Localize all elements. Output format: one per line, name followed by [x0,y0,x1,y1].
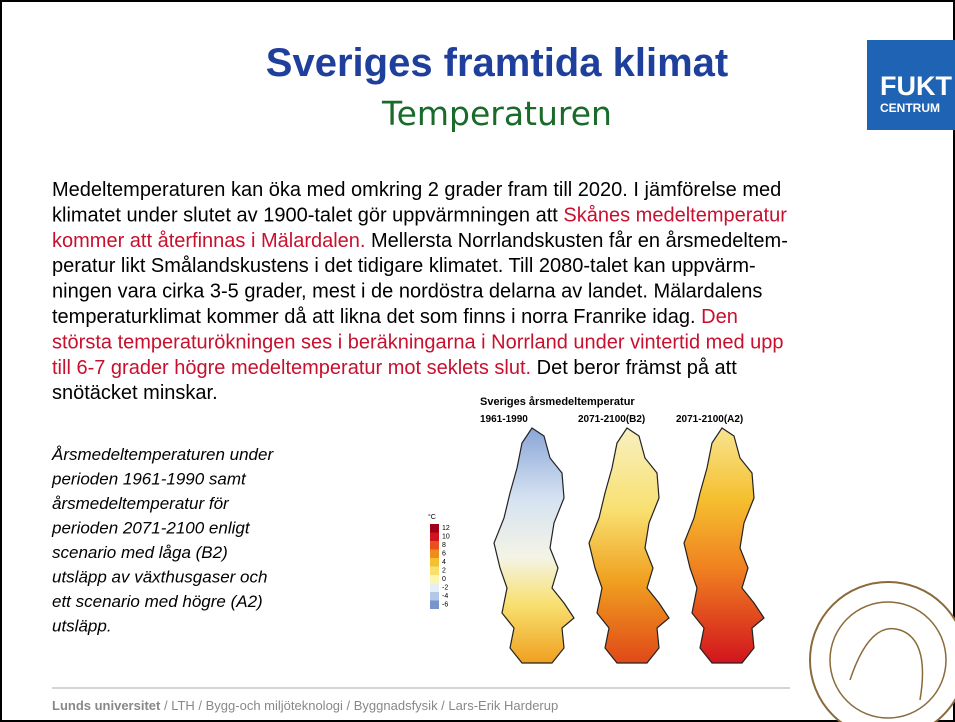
legend-label: -4 [442,593,448,600]
legend-swatch [430,575,439,584]
seal [809,581,955,722]
text-span: temperaturklimat kommer då att likna det… [52,306,701,328]
footer-path: / LTH / Bygg-och miljöteknologi / Byggna… [160,698,558,713]
text-span: peratur likt Smålandskustens i det tidig… [52,255,756,277]
footer-institution: Lunds universitet [52,698,161,713]
legend-swatch [430,558,439,567]
caption-line: utsläpp. [52,617,112,636]
legend-label: -6 [442,602,448,609]
body-line: ningen vara cirka 3-5 grader, mest i de … [52,281,762,303]
body-line: kommer att återfinnas i Mälardalen. Mell… [52,230,788,252]
caption-line: perioden 2071-2100 enligt [51,519,251,538]
legend-label: 6 [442,551,446,558]
legend-swatch [430,592,439,601]
legend-swatch [430,541,439,550]
body-line: Medeltemperaturen kan öka med omkring 2 … [52,179,781,201]
legend-label: 10 [442,534,450,541]
caption-line: ett scenario med högre (A2) [52,592,263,611]
legend-swatch [430,524,439,533]
body-line: temperaturklimat kommer då att likna det… [52,306,738,328]
footer: Lunds universitet / LTH / Bygg-och miljö… [52,698,558,713]
caption-line: utsläpp av växthusgaser och [52,568,267,587]
legend-swatch [430,600,439,609]
text-span: Medeltemperaturen kan öka med omkring 2 … [52,179,781,201]
text-span: snötäcket minskar. [52,382,218,404]
highlight-text: kommer att återfinnas i Mälardalen. [52,230,365,252]
legend-swatch [430,583,439,592]
legend-swatch [430,566,439,575]
highlight-text: Den [701,306,738,328]
body-text: Medeltemperaturen kan öka med omkring 2 … [52,179,788,404]
text-span: ningen vara cirka 3-5 grader, mest i de … [52,281,762,303]
subtitle: Temperaturen [381,94,612,133]
figure-title: Sveriges årsmedeltemperatur [480,396,635,408]
text-span: klimatet under slutet av 1900-talet gör … [52,204,563,226]
logo-text: FUKT [880,71,952,101]
legend-swatch [430,549,439,558]
legend-swatch [430,532,439,541]
caption-line: årsmedeltemperatur för [52,494,230,513]
caption-line: Årsmedeltemperaturen under [51,445,274,464]
legend-label: 4 [442,559,446,566]
highlight-text: till 6-7 grader högre medeltemperatur mo… [52,357,531,379]
caption: Årsmedeltemperaturen under perioden 1961-… [51,445,274,636]
map-label: 2071-2100(B2) [578,414,645,425]
body-line: största temperaturökningen ses i beräkni… [52,331,784,353]
body-line: peratur likt Smålandskustens i det tidig… [52,255,756,277]
highlight-text: Skånes medeltemperatur [563,204,787,226]
figure: 1961-1990 2071-2100(B2) 2071-2100(A2) °C 12 1… [428,414,765,664]
body-line: snötäcket minskar. [52,382,218,404]
caption-line: perioden 1961-1990 samt [51,470,247,489]
legend-label: 8 [442,542,446,549]
highlight-text: största temperaturökningen ses i beräkni… [52,331,784,353]
legend-label: 0 [442,576,446,583]
map-label: 2071-2100(A2) [676,414,743,425]
text-span: Mellersta Norrlandskusten får en årsmede… [365,230,787,252]
legend-label: -2 [442,585,448,592]
legend-label: 2 [442,568,446,575]
title: Sveriges framtida klimat [266,41,728,85]
text-span: Det beror främst på att [531,357,737,379]
caption-line: scenario med låga (B2) [52,543,228,562]
body-line: klimatet under slutet av 1900-talet gör … [52,204,787,226]
legend-unit: °C [428,513,436,521]
logo [867,40,955,130]
body-line: till 6-7 grader högre medeltemperatur mo… [52,357,737,379]
logo-text: CENTRUM [880,101,940,115]
legend-label: 12 [442,525,450,532]
map-label: 1961-1990 [480,414,528,425]
